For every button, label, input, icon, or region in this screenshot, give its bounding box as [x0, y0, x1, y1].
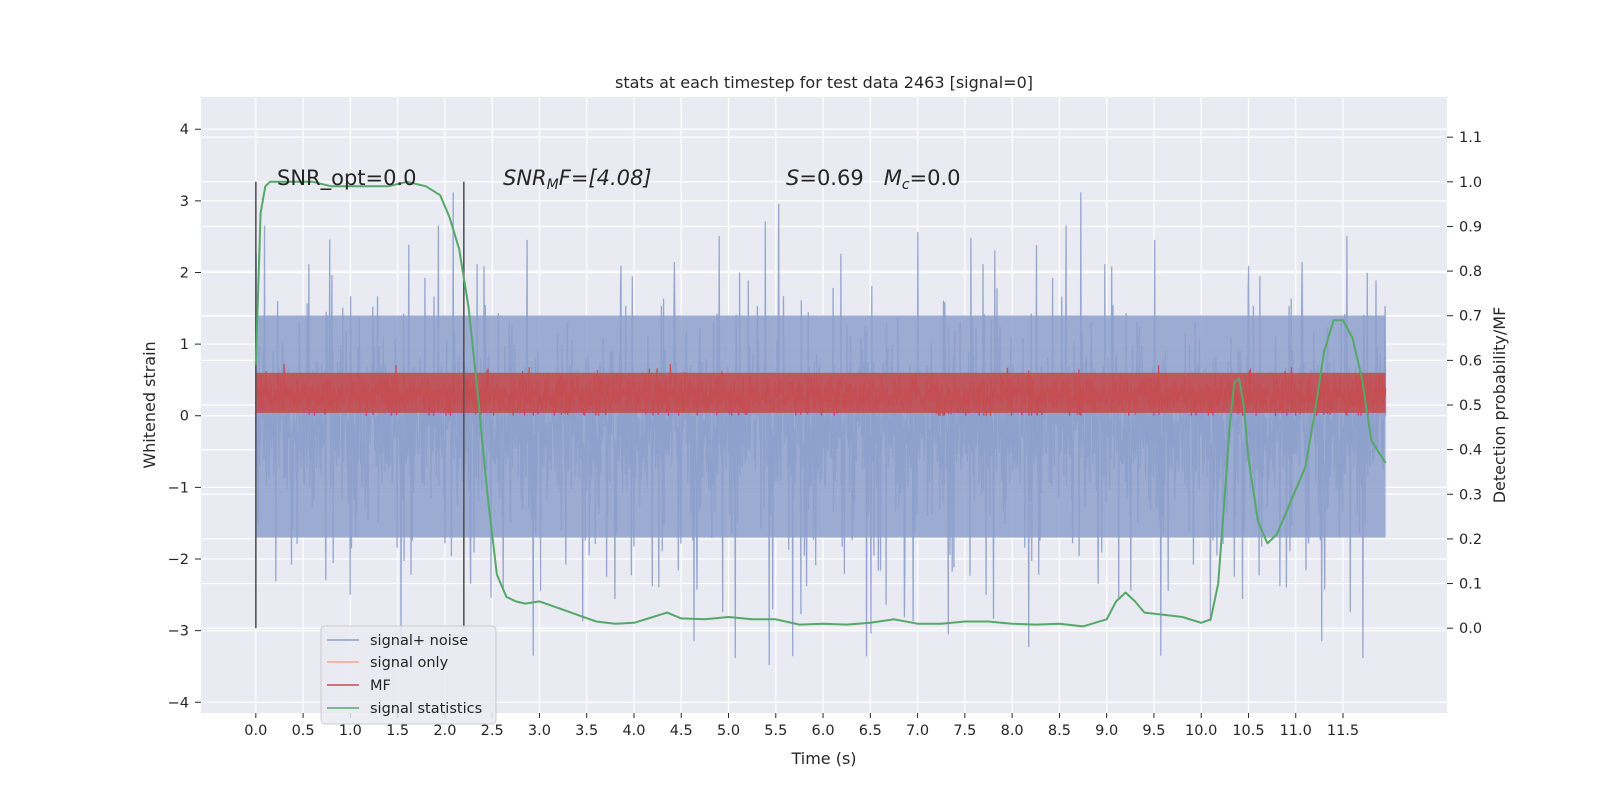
x-tick-label: 10.5 [1232, 723, 1264, 739]
x-tick-label: 3.0 [528, 723, 551, 739]
annotation-snr-mf: SNRMF=[4.08] [503, 166, 652, 193]
y-tick-label: −3 [168, 624, 189, 640]
x-tick-label: 5.5 [764, 723, 787, 739]
y2-axis-label: Detection probability/MF [1490, 307, 1509, 504]
series-signal-statistics [254, 180, 1387, 628]
y-tick-label: 4 [180, 122, 189, 138]
signal-statistics-line [254, 180, 1387, 628]
x-tick-label: 0.5 [292, 723, 315, 739]
y2-tick-label: 0.5 [1459, 398, 1482, 414]
x-tick-label: 6.5 [859, 723, 882, 739]
y2-tick-label: 0.3 [1459, 487, 1482, 503]
legend-label-signal-noise: signal+ noise [370, 633, 468, 649]
x-axis-label: Time (s) [790, 749, 856, 768]
x-tick-label: 0.0 [244, 723, 267, 739]
y2-tick-label: 1.0 [1459, 175, 1482, 191]
annotations: SNR_opt=0.0 SNRMF=[4.08] S=0.69 Mc=0.0 [277, 166, 961, 193]
x-tick-label: 1.0 [339, 723, 362, 739]
series-mf [255, 363, 1387, 416]
mc-value: =0.0 [910, 166, 961, 190]
annotation-snr-opt: SNR_opt=0.0 [277, 166, 417, 191]
x-tick-label: 6.0 [812, 723, 835, 739]
y2-tick-label: 0.8 [1459, 264, 1482, 280]
x-tick-label: 9.0 [1095, 723, 1118, 739]
s-label: S [786, 166, 799, 190]
snr-mf-sub: M [547, 177, 559, 193]
x-tick-label: 1.5 [386, 723, 409, 739]
y-tick-label: −4 [168, 695, 189, 711]
y-tick-label: −1 [168, 480, 189, 496]
legend: signal+ noise signal only MF signal stat… [320, 625, 497, 725]
x-tick-label: 11.0 [1280, 723, 1312, 739]
x-tick-label: 7.0 [906, 723, 929, 739]
y2-tick-label: 0.4 [1459, 443, 1482, 459]
y2-tick-label: 0.9 [1459, 219, 1482, 235]
y-tick-label: 3 [180, 194, 189, 210]
series-signal-noise [255, 192, 1387, 666]
x-tick-label: 5.0 [717, 723, 740, 739]
y2-tick-label: 0.1 [1459, 577, 1482, 593]
mf-line [255, 363, 1387, 416]
chart-title: stats at each timestep for test data 246… [615, 73, 1033, 92]
y-tick-label: 2 [180, 265, 189, 281]
y2-tick-label: 0.2 [1459, 532, 1482, 548]
snr-mf-rest: F=[4.08] [559, 166, 652, 190]
x-tick-label: 9.5 [1142, 723, 1165, 739]
y2-tick-label: 0.6 [1459, 353, 1482, 369]
mc-sub: c [902, 177, 910, 193]
legend-label-signal-only: signal only [370, 655, 449, 671]
y2-tick-label: 0.0 [1459, 621, 1482, 637]
x-tick-label: 7.5 [953, 723, 976, 739]
x-tick-label: 8.0 [1001, 723, 1024, 739]
y-tick-label: −2 [168, 552, 189, 568]
vertical-markers [255, 181, 465, 629]
y2-tick-label: 0.7 [1459, 309, 1482, 325]
x-tick-label: 11.5 [1327, 723, 1359, 739]
axis-ticks: 0.0 0.5 1.0 1.5 2.0 2.5 3.0 3.5 4.0 4.5 5.0 5.5 6.0 6… [168, 122, 1482, 739]
x-tick-label: 8.5 [1048, 723, 1071, 739]
legend-label-signal-statistics: signal statistics [370, 701, 482, 717]
mc-base: M [884, 166, 902, 190]
annotation-s-mc: S=0.69 Mc=0.0 [786, 166, 961, 193]
x-tick-label: 2.5 [481, 723, 504, 739]
x-tick-label: 4.0 [622, 723, 645, 739]
y-tick-label: 1 [180, 337, 189, 353]
snr-mf-base: SNR [503, 166, 547, 190]
legend-box [320, 625, 497, 725]
y2-tick-label: 1.1 [1459, 130, 1482, 146]
legend-label-mf: MF [370, 678, 391, 694]
x-tick-label: 4.5 [670, 723, 693, 739]
x-tick-label: 2.0 [433, 723, 456, 739]
y-tick-label: 0 [180, 409, 189, 425]
x-tick-label: 10.0 [1185, 723, 1217, 739]
s-value: =0.69 [799, 166, 863, 190]
y-axis-label: Whitened strain [140, 341, 159, 468]
x-tick-label: 3.5 [575, 723, 598, 739]
